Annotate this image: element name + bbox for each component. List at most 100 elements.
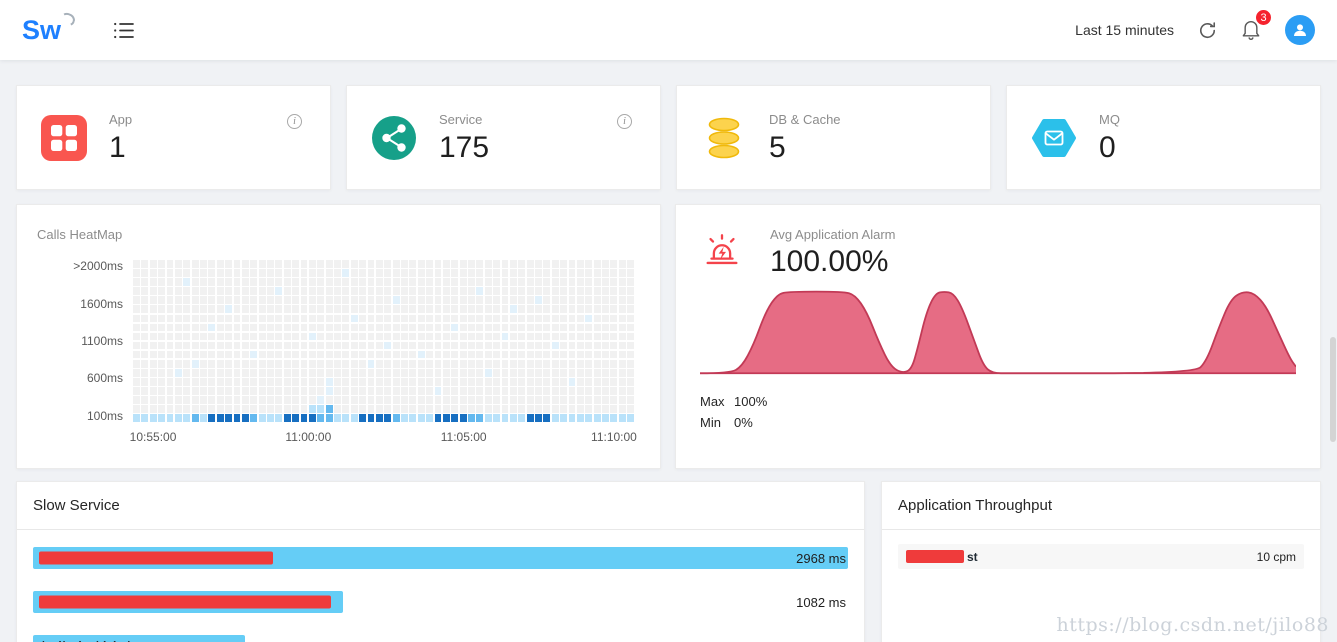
alarm-min-max: Max 100% Min 0% xyxy=(700,391,1296,434)
heatmap-cell xyxy=(476,332,484,341)
heatmap-cell xyxy=(501,378,509,386)
user-avatar[interactable] xyxy=(1285,15,1315,45)
heatmap-cell xyxy=(568,296,576,304)
heatmap-cell xyxy=(484,314,492,323)
heatmap-cell xyxy=(476,405,484,413)
heatmap-cell xyxy=(476,396,484,404)
heatmap-cell xyxy=(208,332,216,341)
heatmap-cell xyxy=(350,278,358,286)
alarm-area-chart xyxy=(700,287,1296,379)
heatmap-cell xyxy=(350,378,358,386)
heatmap-cell xyxy=(166,387,174,395)
heatmap-cell xyxy=(334,369,341,377)
heatmap-cell xyxy=(468,378,475,386)
heatmap-cell xyxy=(576,287,584,295)
heatmap-cell xyxy=(610,305,618,313)
slow-service-row[interactable]: 2968 ms xyxy=(33,536,848,580)
sidebar-toggle-icon[interactable] xyxy=(113,22,135,39)
heatmap-cell xyxy=(585,278,593,286)
heatmap-cell xyxy=(602,323,609,332)
heatmap-cell xyxy=(409,296,417,304)
heatmap-cell xyxy=(375,405,383,413)
heatmap-cell xyxy=(258,341,266,350)
heatmap-cell xyxy=(359,405,366,413)
top-navbar: Sw Last 15 minutes 3 xyxy=(0,0,1337,60)
heatmap-cell xyxy=(241,296,249,304)
heatmap-cell xyxy=(317,387,325,395)
heatmap-cell xyxy=(283,405,291,413)
heatmap-cell xyxy=(585,414,593,422)
heatmap-cell xyxy=(551,414,559,422)
heatmap-cell xyxy=(501,287,509,295)
heatmap-cell xyxy=(200,314,207,323)
heatmap-cell xyxy=(392,296,400,304)
heatmap-cell xyxy=(225,387,232,395)
heatmap-cell xyxy=(476,341,484,350)
heatmap-cell xyxy=(300,378,308,386)
heatmap-cell xyxy=(183,369,191,377)
heatmap-cell xyxy=(618,296,626,304)
heatmap-cell xyxy=(526,332,534,341)
info-icon[interactable]: i xyxy=(617,114,632,129)
time-range-selector[interactable]: Last 15 minutes xyxy=(1075,22,1174,38)
scrollbar-thumb[interactable] xyxy=(1330,337,1336,442)
heatmap-cell xyxy=(308,414,316,422)
heatmap-cell xyxy=(434,341,442,350)
notifications-button[interactable]: 3 xyxy=(1241,9,1272,41)
refresh-icon[interactable] xyxy=(1198,21,1217,40)
heatmap-cell xyxy=(401,287,408,295)
heatmap-cell xyxy=(451,405,459,413)
heatmap-cell xyxy=(493,405,500,413)
heatmap-cell xyxy=(258,350,266,359)
heatmap-cell xyxy=(585,260,593,268)
heatmap-cell xyxy=(384,387,392,395)
heatmap-cell xyxy=(551,314,559,323)
heatmap-cell xyxy=(325,350,333,359)
heatmap-cell xyxy=(459,341,467,350)
heatmap-cell xyxy=(225,314,232,323)
heatmap-cell xyxy=(518,359,526,368)
heatmap-cell xyxy=(267,350,274,359)
heatmap-y-tick: 100ms xyxy=(86,409,123,423)
heatmap-cell xyxy=(568,369,576,377)
heatmap-cell xyxy=(158,296,165,304)
heatmap-cell xyxy=(225,269,232,277)
heatmap-cell xyxy=(560,278,567,286)
heatmap-cell xyxy=(233,287,241,295)
heatmap-cell xyxy=(568,314,576,323)
heatmap-cell xyxy=(359,396,366,404)
heatmap-cell xyxy=(250,323,258,332)
heatmap-cell xyxy=(442,260,450,268)
throughput-row[interactable]: st 10 cpm xyxy=(898,544,1304,569)
heatmap-cell xyxy=(493,414,500,422)
heatmap-cell xyxy=(308,405,316,413)
heatmap-y-tick: >2000ms xyxy=(73,259,123,273)
heatmap-cell xyxy=(451,341,459,350)
heatmap-cell xyxy=(275,396,283,404)
slow-service-bar[interactable] xyxy=(33,635,245,642)
heatmap-cell xyxy=(501,414,509,422)
heatmap-cell xyxy=(191,387,199,395)
slow-service-row[interactable]: 1082 ms xyxy=(33,580,848,624)
heatmap-cell xyxy=(384,359,392,368)
heatmap-cell xyxy=(325,369,333,377)
heatmap-cell xyxy=(476,323,484,332)
heatmap-cell xyxy=(610,341,618,350)
heatmap-cell xyxy=(392,350,400,359)
heatmap-cell xyxy=(535,323,542,332)
heatmap-cell xyxy=(350,296,358,304)
heatmap-cell xyxy=(208,287,216,295)
heatmap-cell xyxy=(367,314,375,323)
heatmap-cell xyxy=(493,260,500,268)
heatmap-cell xyxy=(200,323,207,332)
heatmap-cell xyxy=(409,350,417,359)
heatmap-cell xyxy=(526,405,534,413)
slow-service-row[interactable]: /api/sales/risks/save 743 ms xyxy=(33,624,848,642)
heatmap-cell xyxy=(216,350,224,359)
info-icon[interactable]: i xyxy=(287,114,302,129)
heatmap-cell xyxy=(509,314,517,323)
heatmap-cell xyxy=(191,396,199,404)
heatmap-cell xyxy=(451,278,459,286)
heatmap-cell xyxy=(149,305,157,313)
heatmap-cell xyxy=(342,314,350,323)
